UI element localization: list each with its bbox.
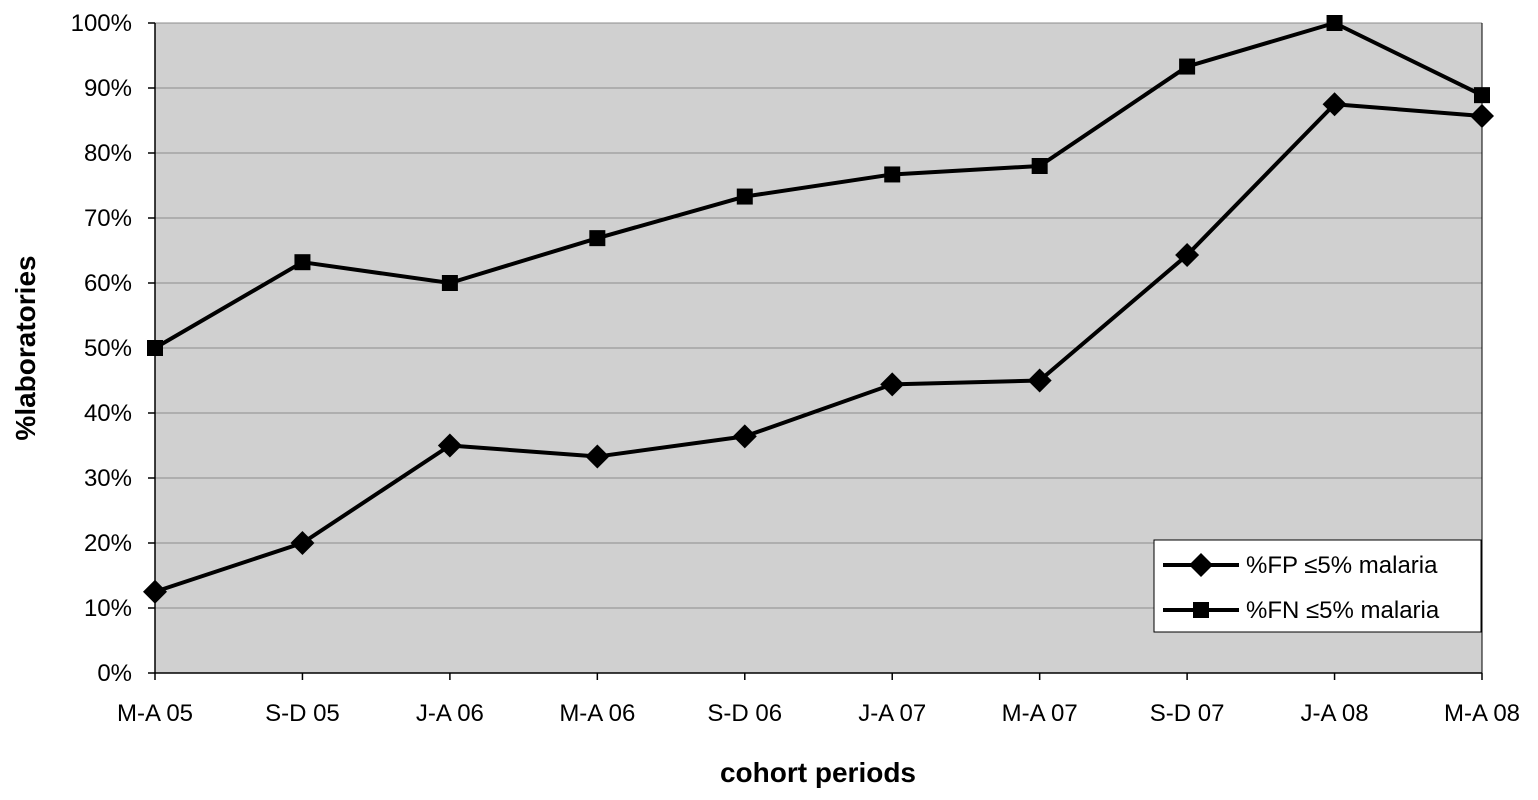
series-line <box>154 102 1483 594</box>
series-line <box>153 21 1483 350</box>
data-point-diamond <box>880 372 905 397</box>
legend: %FP ≤5% malaria %FN ≤5% malaria <box>1153 539 1482 633</box>
data-point-diamond <box>1027 368 1052 393</box>
y-tick-label: 50% <box>84 335 132 362</box>
x-tick-label: M-A 05 <box>117 700 193 727</box>
y-tick-label: 90% <box>84 75 132 102</box>
y-tick-label: 30% <box>84 465 132 492</box>
x-tick-label: J-A 06 <box>416 700 484 727</box>
legend-marker-square <box>1193 602 1209 618</box>
series-2 <box>147 15 1490 356</box>
data-point-square <box>294 254 311 271</box>
data-point-diamond <box>143 579 167 604</box>
y-tick-label: 20% <box>84 530 132 557</box>
x-tick-label: M-A 06 <box>559 700 635 727</box>
data-point-square <box>441 275 458 291</box>
data-point-diamond <box>585 444 610 469</box>
data-point-diamond <box>732 424 757 449</box>
data-point-square <box>884 166 901 183</box>
legend-label: %FN ≤5% malaria <box>1246 597 1440 624</box>
y-tick-label: 80% <box>84 140 132 167</box>
y-axis-title: %laboratories <box>10 255 41 440</box>
y-tick-label: 70% <box>84 205 132 232</box>
data-point-diamond <box>437 433 462 458</box>
data-point-square <box>1326 15 1343 31</box>
data-point-square <box>1031 158 1048 174</box>
x-tick-label: J-A 07 <box>858 700 926 727</box>
x-tick-label: J-A 08 <box>1301 700 1369 727</box>
y-tick-label: 60% <box>84 270 132 297</box>
data-point-square <box>1179 58 1196 75</box>
x-tick-label: M-A 08 <box>1444 700 1520 727</box>
x-axis-title: cohort periods <box>720 757 916 788</box>
x-tick-label: M-A 07 <box>1002 700 1078 727</box>
data-point-square <box>736 188 753 205</box>
x-tick-label: S-D 05 <box>265 700 340 727</box>
x-tick-label: S-D 07 <box>1150 700 1225 727</box>
y-tick-label: 0% <box>97 660 132 687</box>
legend-marker-diamond <box>1189 553 1213 577</box>
gridlines <box>155 22 1482 609</box>
y-tick-label: 100% <box>71 10 132 37</box>
data-point-diamond <box>290 531 315 555</box>
data-point-diamond <box>1470 103 1494 128</box>
x-tick-label: S-D 06 <box>707 700 782 727</box>
y-axis-tick-labels: 0% 10% 20% 30% 40% 50% 60% 70% 80% 90% 100% <box>71 10 132 687</box>
series <box>143 15 1494 604</box>
data-point-diamond <box>1322 92 1347 117</box>
legend-label: %FP ≤5% malaria <box>1246 552 1438 579</box>
y-tick-label: 40% <box>84 400 132 427</box>
series-1 <box>143 92 1494 604</box>
data-point-square <box>589 230 606 247</box>
data-point-square <box>1474 87 1490 104</box>
legend-items: %FP ≤5% malaria %FN ≤5% malaria <box>1163 552 1440 624</box>
y-tick-label: 10% <box>84 595 132 622</box>
data-point-diamond <box>1175 243 1200 268</box>
data-point-square <box>147 340 163 356</box>
x-axis-tick-labels: M-A 05 S-D 05 J-A 06 M-A 06 S-D 06 J-A 07 M-A … <box>117 700 1520 727</box>
